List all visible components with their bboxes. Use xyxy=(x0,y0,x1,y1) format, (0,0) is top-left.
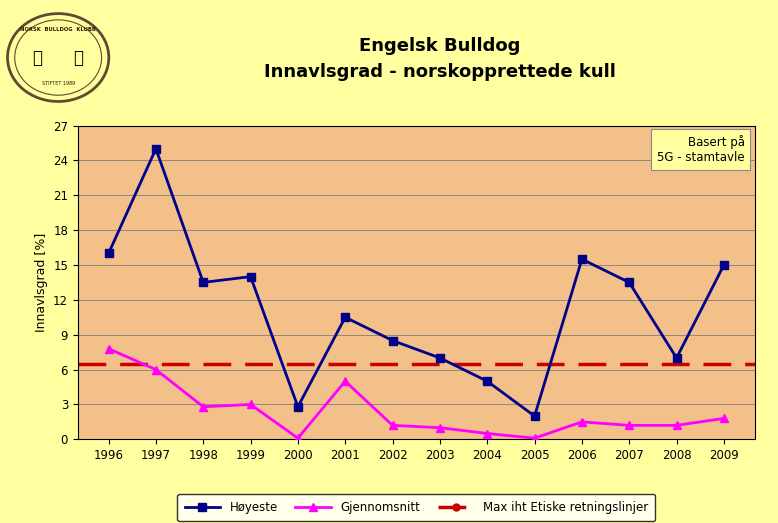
Text: NORSK  BULLDOG  KLUBB: NORSK BULLDOG KLUBB xyxy=(20,27,96,32)
Text: 🐶: 🐶 xyxy=(74,49,84,66)
Y-axis label: Innavlsgrad [%]: Innavlsgrad [%] xyxy=(34,233,47,332)
Text: Basert på
5G - stamtavle: Basert på 5G - stamtavle xyxy=(657,135,745,164)
Text: Innavlsgrad - norskopprettede kull: Innavlsgrad - norskopprettede kull xyxy=(264,63,615,81)
Text: STIFTET 1989: STIFTET 1989 xyxy=(41,81,75,86)
Legend: Høyeste, Gjennomsnitt, Max iht Etiske retningslinjer: Høyeste, Gjennomsnitt, Max iht Etiske re… xyxy=(177,494,655,521)
Text: Engelsk Bulldog: Engelsk Bulldog xyxy=(359,37,520,55)
Text: 🐶: 🐶 xyxy=(33,49,43,66)
